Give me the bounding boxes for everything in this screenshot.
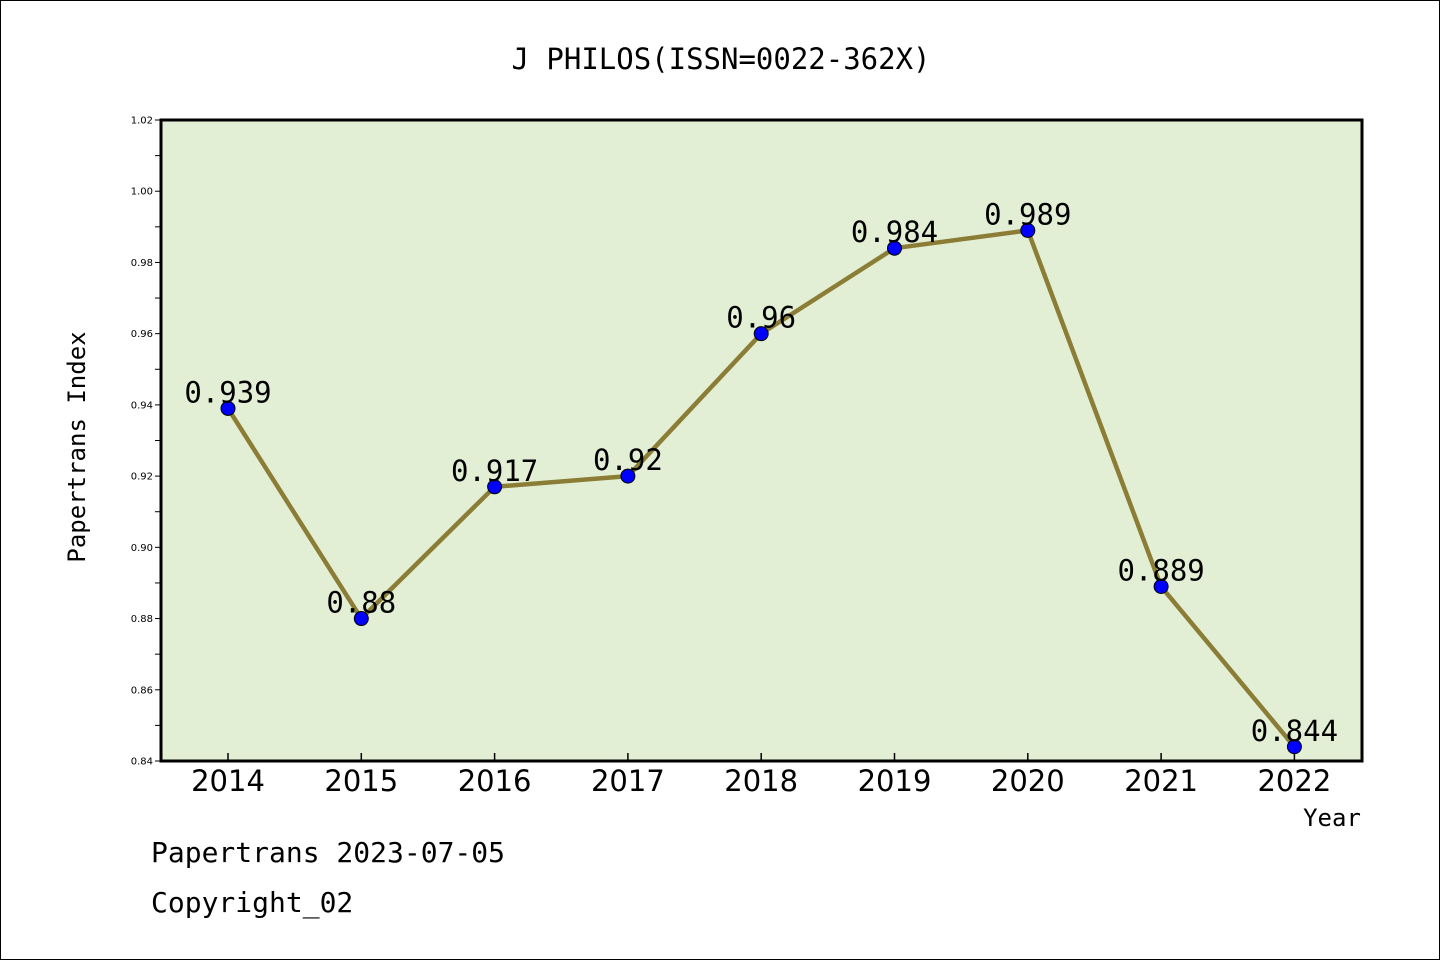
- x-tick-label: 2020: [991, 764, 1065, 798]
- data-label: 0.92: [593, 443, 663, 477]
- data-point: [487, 479, 503, 495]
- y-tick-label: 0.84: [131, 757, 153, 768]
- x-tick-label: 2022: [1257, 764, 1331, 798]
- data-point: [620, 468, 636, 484]
- data-point: [887, 240, 902, 256]
- chart-title: J PHILOS(ISSN=0022-362X): [511, 42, 930, 76]
- footer-date: Papertrans 2023-07-05: [151, 836, 506, 869]
- footer-copyright: Copyright_02: [151, 886, 354, 919]
- x-tick-label: 2016: [458, 764, 532, 798]
- x-tick-label: 2018: [724, 764, 798, 798]
- y-tick-label: 0.98: [131, 258, 153, 269]
- data-label: 0.984: [851, 215, 938, 249]
- data-point: [1020, 222, 1036, 238]
- y-tick-label: 0.88: [131, 614, 153, 625]
- y-tick-label: 0.86: [131, 685, 153, 696]
- y-tick-label: 0.90: [131, 543, 153, 554]
- series-line-group: 0.939 0.88 0.917 0.92 0.96 0.984 0.989 0.889 0.8…: [184, 197, 1338, 755]
- y-tick-label: 1.00: [131, 187, 153, 198]
- data-point: [1286, 739, 1302, 755]
- y-axis-label: Papertrans Index: [63, 331, 91, 562]
- x-tick-label: 2021: [1124, 764, 1198, 798]
- data-label: 0.88: [326, 586, 396, 620]
- data-label: 0.939: [184, 375, 271, 409]
- x-axis-label: Year: [1303, 804, 1361, 832]
- y-tick-label: 0.94: [131, 400, 153, 411]
- data-label: 0.989: [984, 197, 1071, 231]
- data-point: [753, 326, 769, 342]
- x-tick-label: 2019: [858, 764, 932, 798]
- data-label: 0.96: [726, 301, 796, 335]
- x-tick-label: 2017: [591, 764, 665, 798]
- plot-area: [161, 120, 1362, 761]
- data-point: [1153, 579, 1169, 595]
- y-tick-label: 0.92: [131, 472, 153, 483]
- y-tick-label: 0.96: [131, 329, 153, 340]
- x-axis: 2014 2015 2016 2017 2018 2019 2020 2021 2022: [191, 753, 1331, 798]
- data-point: [353, 611, 369, 627]
- x-tick-label: 2014: [191, 764, 265, 798]
- data-point: [220, 400, 236, 416]
- y-axis: 0.84 0.86 0.88 0.90 0.92 0.94 0.96 0.98 1.00 1.02: [131, 116, 161, 768]
- x-tick-label: 2015: [324, 764, 398, 798]
- data-label: 0.917: [451, 454, 538, 488]
- data-label: 0.889: [1117, 554, 1204, 588]
- y-tick-label: 1.02: [131, 116, 153, 127]
- plot-border: [159, 118, 1364, 763]
- data-label: 0.844: [1251, 714, 1338, 748]
